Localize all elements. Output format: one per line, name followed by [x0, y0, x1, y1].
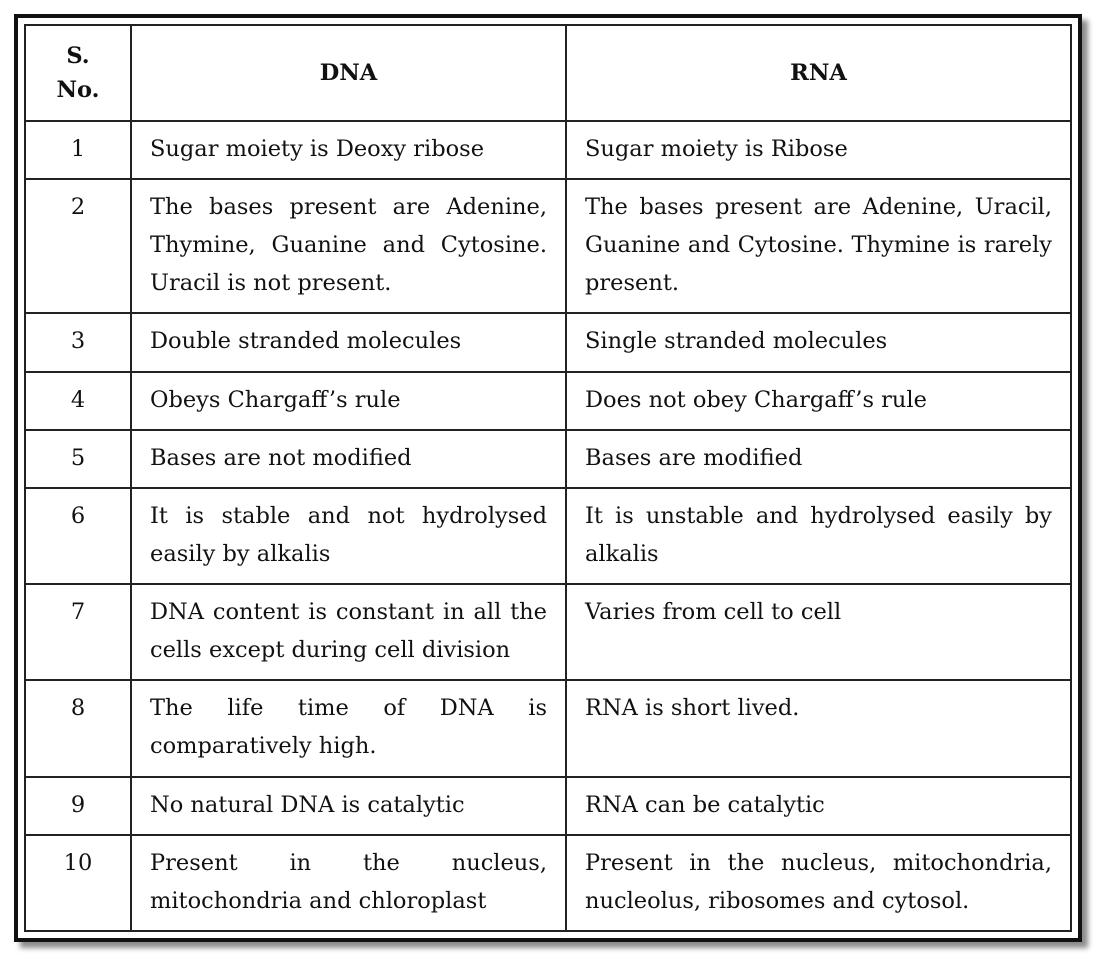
rna-cell: Does not obey Chargaff’s rule: [565, 370, 1072, 431]
table-row: 7 DNA content is constant in all the cel…: [24, 583, 1072, 682]
dna-cell: No natural DNA is catalytic: [130, 775, 567, 836]
row-number: 7: [24, 583, 132, 682]
dna-cell: Double stranded molecules: [130, 312, 567, 373]
dna-cell: It is stable and not hydrolysed easily b…: [130, 486, 567, 586]
row-number: 5: [24, 428, 132, 489]
dna-cell: DNA content is constant in all the cells…: [130, 583, 567, 682]
rna-cell: Present in the nucleus, mitochondria, nu…: [565, 833, 1072, 933]
dna-cell: Sugar moiety is Deoxy ribose: [130, 119, 567, 181]
row-number: 6: [24, 486, 132, 586]
dna-rna-comparison-table: S. No. DNA RNA 1 Sugar moiety is Deoxy r…: [24, 24, 1072, 933]
header-row: S. No. DNA RNA: [24, 24, 1072, 122]
header-serial-line2: No.: [56, 77, 100, 103]
dna-cell: The bases present are Adenine, Thymine, …: [130, 178, 567, 315]
table-row: 8 The life time of DNA is comparatively …: [24, 679, 1072, 778]
row-number: 2: [24, 178, 132, 315]
table-row: 4 Obeys Chargaff’s rule Does not obey Ch…: [24, 370, 1072, 431]
header-rna: RNA: [565, 24, 1072, 122]
table-body: 1 Sugar moiety is Deoxy ribose Sugar moi…: [24, 119, 1072, 933]
rna-cell: Bases are modified: [565, 428, 1072, 489]
rna-cell: RNA can be catalytic: [565, 775, 1072, 836]
table-frame: S. No. DNA RNA 1 Sugar moiety is Deoxy r…: [14, 14, 1082, 942]
table-row: 6 It is stable and not hydrolysed easily…: [24, 486, 1072, 586]
table-row: 5 Bases are not modified Bases are modif…: [24, 428, 1072, 489]
rna-cell: It is unstable and hydrolysed easily by …: [565, 486, 1072, 586]
dna-cell: Present in the nucleus, mitochondria and…: [130, 833, 567, 933]
table-header: S. No. DNA RNA: [24, 24, 1072, 122]
header-serial-number: S. No.: [24, 24, 132, 122]
row-number: 9: [24, 775, 132, 836]
rna-cell: Varies from cell to cell: [565, 583, 1072, 682]
header-dna: DNA: [130, 24, 567, 122]
dna-cell: The life time of DNA is comparatively hi…: [130, 679, 567, 778]
table-row: 10 Present in the nucleus, mitochondria …: [24, 833, 1072, 933]
rna-cell: RNA is short lived.: [565, 679, 1072, 778]
row-number: 1: [24, 119, 132, 181]
table-row: 1 Sugar moiety is Deoxy ribose Sugar moi…: [24, 119, 1072, 181]
table-row: 2 The bases present are Adenine, Thymine…: [24, 178, 1072, 315]
row-number: 3: [24, 312, 132, 373]
rna-cell: Single stranded molecules: [565, 312, 1072, 373]
row-number: 8: [24, 679, 132, 778]
table-row: 9 No natural DNA is catalytic RNA can be…: [24, 775, 1072, 836]
header-serial-line1: S.: [66, 43, 90, 69]
rna-cell: The bases present are Adenine, Uracil, G…: [565, 178, 1072, 315]
row-number: 4: [24, 370, 132, 431]
table-row: 3 Double stranded molecules Single stran…: [24, 312, 1072, 373]
dna-cell: Bases are not modified: [130, 428, 567, 489]
dna-cell: Obeys Chargaff’s rule: [130, 370, 567, 431]
rna-cell: Sugar moiety is Ribose: [565, 119, 1072, 181]
row-number: 10: [24, 833, 132, 933]
